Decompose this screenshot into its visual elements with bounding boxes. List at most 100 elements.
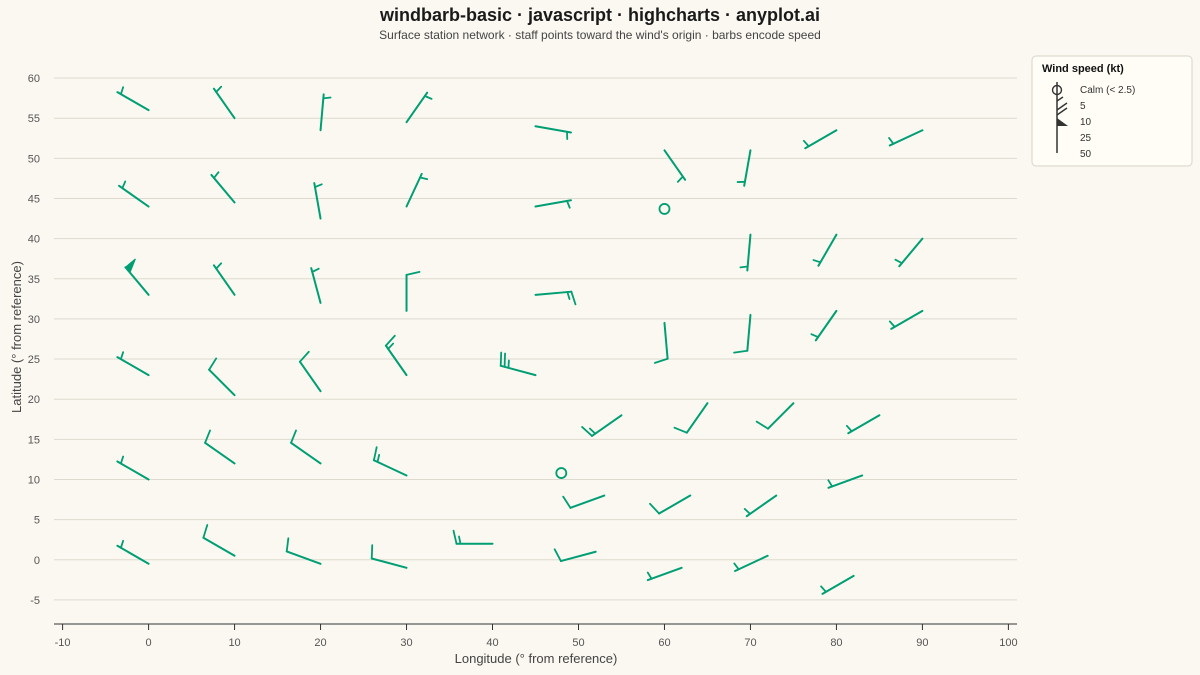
legend-entry: 50 — [1080, 149, 1092, 160]
wind-barb — [820, 574, 855, 595]
y-tick-label: -5 — [30, 595, 40, 607]
wind-barb — [290, 429, 322, 465]
wind-barb — [452, 529, 494, 545]
wind-barb — [888, 129, 924, 147]
wind-barb — [894, 237, 924, 268]
wind-barb — [116, 539, 150, 565]
legend: Wind speed (kt) Calm (< 2.5) 5 10 25 50 — [1031, 55, 1193, 167]
wind-barb — [212, 262, 236, 296]
legend-full-barb — [1056, 107, 1068, 116]
wind-barb — [118, 180, 150, 208]
x-tick-label: 40 — [486, 637, 498, 649]
wind-barb-series — [116, 85, 924, 595]
wind-barb — [405, 172, 429, 208]
wind-barb — [285, 537, 322, 565]
x-tick-label: -10 — [55, 637, 71, 649]
wind-barb — [663, 149, 687, 183]
wind-barb — [116, 351, 150, 377]
y-tick-label: 10 — [28, 474, 40, 486]
legend-entry: 25 — [1080, 133, 1092, 144]
y-tick-label: 45 — [28, 193, 40, 205]
wind-barb — [827, 474, 864, 489]
x-tick-label: 80 — [830, 637, 842, 649]
wind-barb — [370, 544, 408, 569]
y-axis-title: Latitude (° from reference) — [9, 261, 24, 413]
wind-barb — [202, 524, 236, 557]
grid-lines — [54, 77, 1017, 601]
wind-barb — [310, 267, 322, 304]
wind-barb — [212, 85, 236, 120]
wind-barb — [646, 566, 683, 582]
x-tick-label: 20 — [314, 637, 326, 649]
wind-barb — [298, 350, 322, 393]
legend-entry: 10 — [1080, 117, 1092, 128]
x-tick-label: 10 — [228, 637, 240, 649]
x-axis: -10 0 10 20 30 40 50 60 70 80 90 100 — [54, 623, 1018, 649]
wind-barb — [733, 554, 769, 572]
wind-barb — [116, 86, 150, 112]
y-tick-label: 60 — [28, 73, 40, 85]
wind-barb — [553, 548, 597, 563]
wind-barb — [313, 182, 323, 220]
wind-barb — [739, 233, 752, 272]
wind-barb — [405, 270, 421, 312]
x-tick-label: 0 — [146, 637, 152, 649]
x-tick-label: 30 — [400, 637, 412, 649]
wind-barb — [372, 446, 408, 477]
wind-barb — [208, 357, 236, 397]
y-tick-label: 25 — [28, 354, 40, 366]
wind-barb — [405, 91, 433, 124]
wind-barb — [755, 402, 795, 430]
wind-barb — [649, 494, 692, 515]
wind-barb — [534, 125, 572, 140]
legend-glyph — [1051, 82, 1068, 153]
y-tick-label: 50 — [28, 153, 40, 165]
wind-barb — [384, 334, 408, 377]
y-tick-label: 30 — [28, 314, 40, 326]
y-tick-label: 5 — [34, 515, 40, 527]
y-tick-label: 20 — [28, 394, 40, 406]
legend-box — [1031, 55, 1193, 167]
wind-barb — [116, 455, 150, 481]
legend-full-barb — [1056, 102, 1068, 111]
legend-half-barb — [1056, 96, 1064, 102]
wind-barb — [581, 414, 623, 437]
x-tick-label: 90 — [916, 637, 928, 649]
wind-barb — [658, 203, 671, 215]
wind-barb — [736, 149, 752, 187]
wind-barb — [654, 321, 669, 364]
wind-barb — [204, 429, 236, 465]
legend-entries: Calm (< 2.5) 5 10 25 50 — [1080, 85, 1135, 160]
wind-barb — [534, 290, 577, 306]
wind-barb — [812, 233, 838, 267]
x-tick-label: 60 — [658, 637, 670, 649]
wind-barb — [124, 258, 150, 296]
x-tick-label: 100 — [999, 637, 1017, 649]
legend-flag — [1057, 118, 1068, 126]
x-axis-title: Longitude (° from reference) — [455, 651, 618, 666]
chart-title: windbarb-basic · javascript · highcharts… — [379, 5, 820, 25]
wind-barb — [319, 93, 332, 132]
wind-barb — [555, 467, 568, 479]
wind-barb — [743, 494, 778, 518]
legend-title: Wind speed (kt) — [1042, 63, 1124, 75]
wind-barb — [534, 199, 572, 209]
wind-barb — [673, 402, 709, 434]
x-tick-label: 70 — [744, 637, 756, 649]
x-tick-label: 50 — [572, 637, 584, 649]
y-tick-label: 55 — [28, 113, 40, 125]
wind-barb — [845, 414, 881, 435]
y-tick-label: 15 — [28, 434, 40, 446]
legend-calm-circle — [1051, 84, 1063, 96]
chart-subtitle: Surface station network · staff points t… — [379, 28, 821, 42]
y-axis-ticks: -5 0 5 10 15 20 25 30 35 40 45 50 55 60 — [28, 73, 40, 607]
wind-barb — [810, 309, 838, 342]
wind-barb — [210, 171, 236, 204]
legend-entry: 5 — [1080, 101, 1086, 112]
wind-barb — [499, 351, 537, 377]
wind-barb — [888, 309, 924, 330]
wind-barb — [802, 129, 838, 150]
wind-barb — [733, 313, 752, 354]
legend-entry: Calm (< 2.5) — [1080, 85, 1135, 96]
